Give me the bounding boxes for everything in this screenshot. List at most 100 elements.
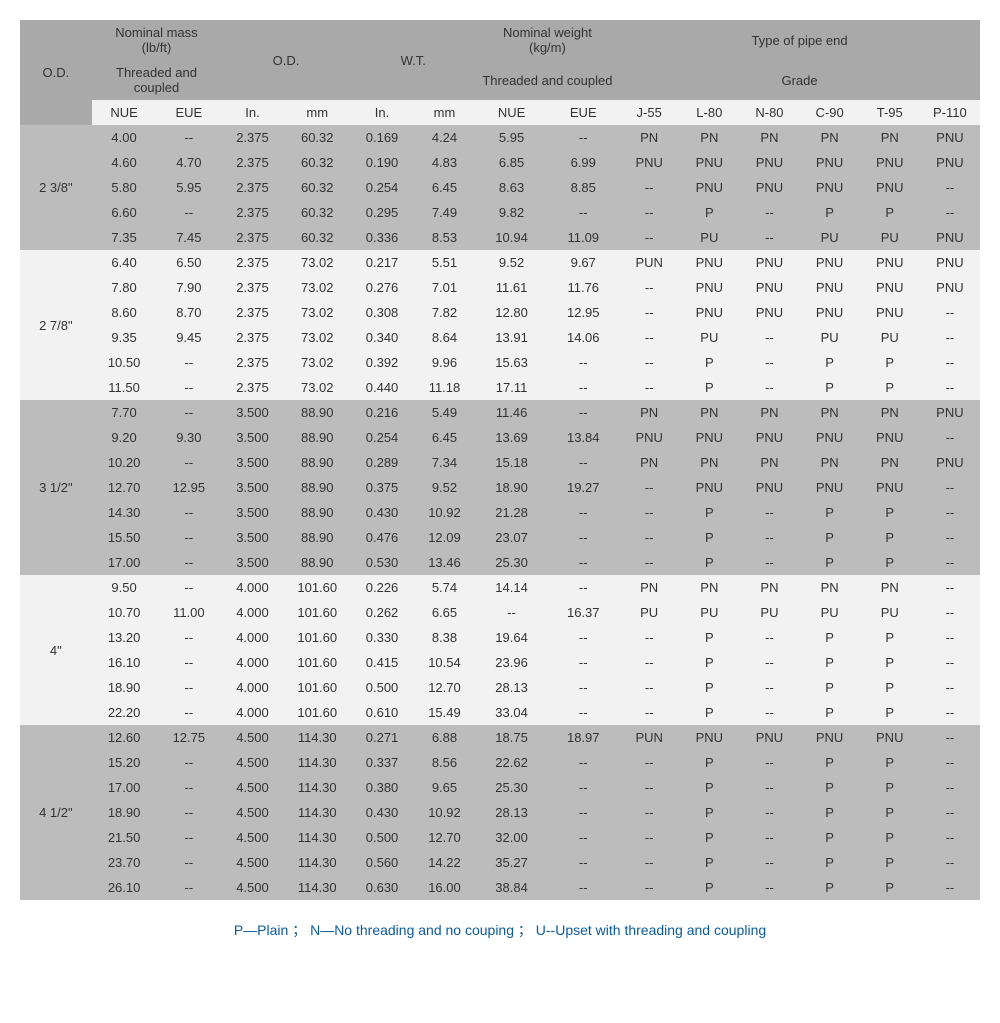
cell: 7.80 — [92, 275, 157, 300]
cell: PNU — [800, 725, 860, 750]
cell: PN — [619, 575, 679, 600]
cell: -- — [156, 500, 221, 525]
cell: 11.76 — [547, 275, 619, 300]
hdr-threaded-coupled-1: Threaded and coupled — [92, 60, 222, 100]
cell: -- — [920, 825, 980, 850]
cell: 114.30 — [284, 725, 351, 750]
cell: P — [860, 800, 920, 825]
cell: 9.52 — [413, 475, 475, 500]
cell: 9.20 — [92, 425, 157, 450]
cell: PU — [800, 325, 860, 350]
cell: PN — [739, 575, 799, 600]
hdr-k-eue: EUE — [547, 100, 619, 125]
cell: 7.45 — [156, 225, 221, 250]
cell: PUN — [619, 250, 679, 275]
cell: P — [679, 350, 739, 375]
cell: PNU — [619, 150, 679, 175]
cell: 73.02 — [284, 300, 351, 325]
cell: -- — [619, 525, 679, 550]
cell: 0.560 — [351, 850, 413, 875]
cell: 13.84 — [547, 425, 619, 450]
cell: 101.60 — [284, 575, 351, 600]
cell: PNU — [860, 475, 920, 500]
od-cell: 2 7/8" — [20, 250, 92, 400]
cell: 9.30 — [156, 425, 221, 450]
cell: -- — [739, 750, 799, 775]
table-row: 26.10--4.500114.300.63016.0038.84----P--… — [20, 875, 980, 900]
cell: 4.000 — [221, 600, 283, 625]
cell: PN — [679, 450, 739, 475]
cell: -- — [739, 550, 799, 575]
cell: -- — [619, 175, 679, 200]
table-row: 10.20--3.50088.900.2897.3415.18--PNPNPNP… — [20, 450, 980, 475]
cell: PNU — [679, 475, 739, 500]
cell: P — [800, 500, 860, 525]
cell: PNU — [920, 275, 980, 300]
cell: 26.10 — [92, 875, 157, 900]
cell: -- — [547, 125, 619, 150]
cell: 73.02 — [284, 250, 351, 275]
cell: P — [679, 650, 739, 675]
cell: 9.52 — [476, 250, 548, 275]
cell: 0.336 — [351, 225, 413, 250]
cell: 10.54 — [413, 650, 475, 675]
cell: -- — [619, 825, 679, 850]
cell: 12.95 — [156, 475, 221, 500]
cell: 4.000 — [221, 650, 283, 675]
table-row: 21.50--4.500114.300.50012.7032.00----P--… — [20, 825, 980, 850]
cell: 12.60 — [92, 725, 157, 750]
cell: 17.00 — [92, 550, 157, 575]
cell: -- — [920, 650, 980, 675]
cell: PNU — [920, 450, 980, 475]
cell: -- — [547, 675, 619, 700]
cell: 88.90 — [284, 425, 351, 450]
cell: 0.392 — [351, 350, 413, 375]
cell: P — [679, 800, 739, 825]
cell: 2.375 — [221, 300, 283, 325]
cell: -- — [920, 800, 980, 825]
cell: 101.60 — [284, 675, 351, 700]
hdr-nominal-mass: Nominal mass (lb/ft) — [92, 20, 222, 60]
cell: -- — [739, 500, 799, 525]
cell: 3.500 — [221, 400, 283, 425]
cell: 114.30 — [284, 750, 351, 775]
cell: PNU — [800, 175, 860, 200]
cell: -- — [619, 700, 679, 725]
cell: PNU — [920, 125, 980, 150]
cell: -- — [920, 350, 980, 375]
cell: -- — [920, 325, 980, 350]
cell: -- — [547, 350, 619, 375]
cell: PNU — [679, 275, 739, 300]
cell: 88.90 — [284, 550, 351, 575]
table-row: 12.7012.953.50088.900.3759.5218.9019.27-… — [20, 475, 980, 500]
cell: 0.380 — [351, 775, 413, 800]
cell: -- — [547, 525, 619, 550]
cell: -- — [739, 225, 799, 250]
cell: 7.01 — [413, 275, 475, 300]
table-row: 9.209.303.50088.900.2546.4513.6913.84PNU… — [20, 425, 980, 450]
cell: 60.32 — [284, 125, 351, 150]
cell: PNU — [920, 400, 980, 425]
cell: -- — [739, 350, 799, 375]
cell: 22.20 — [92, 700, 157, 725]
cell: 114.30 — [284, 800, 351, 825]
cell: 4.00 — [92, 125, 157, 150]
cell: -- — [739, 325, 799, 350]
od-cell: 4" — [20, 575, 92, 725]
cell: P — [800, 825, 860, 850]
cell: 0.530 — [351, 550, 413, 575]
cell: -- — [156, 575, 221, 600]
cell: 32.00 — [476, 825, 548, 850]
cell: -- — [547, 650, 619, 675]
cell: P — [860, 775, 920, 800]
cell: 9.35 — [92, 325, 157, 350]
cell: -- — [920, 175, 980, 200]
cell: 21.50 — [92, 825, 157, 850]
cell: 3.500 — [221, 475, 283, 500]
cell: 3.500 — [221, 550, 283, 575]
cell: P — [860, 700, 920, 725]
cell: 11.61 — [476, 275, 548, 300]
cell: 4.000 — [221, 675, 283, 700]
table-row: 7.807.902.37573.020.2767.0111.6111.76--P… — [20, 275, 980, 300]
cell: 101.60 — [284, 650, 351, 675]
